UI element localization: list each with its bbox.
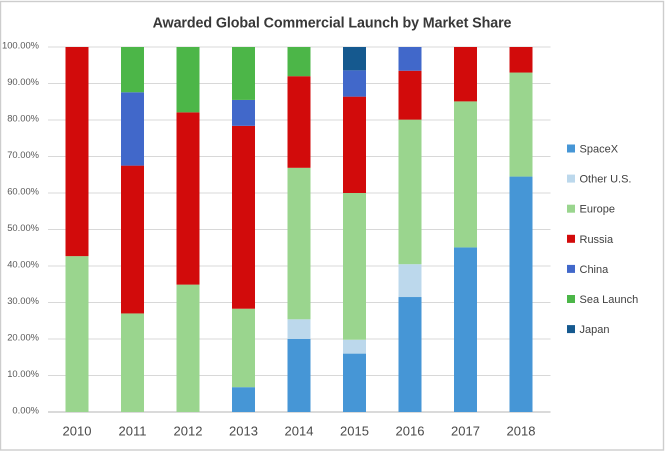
svg-text:2018: 2018 [507,424,536,439]
svg-text:2010: 2010 [63,424,92,439]
svg-text:0.00%: 0.00% [12,405,39,416]
svg-text:10.00%: 10.00% [7,368,39,379]
svg-text:90.00%: 90.00% [7,76,39,87]
svg-text:China: China [580,264,610,276]
svg-text:Other U.S.: Other U.S. [580,174,632,186]
svg-text:2014: 2014 [285,424,314,439]
svg-text:60.00%: 60.00% [7,186,39,197]
svg-text:50.00%: 50.00% [7,222,39,233]
svg-text:40.00%: 40.00% [7,259,39,270]
svg-text:Sea Launch: Sea Launch [580,294,639,306]
svg-text:Awarded Global Commercial Laun: Awarded Global Commercial Launch by Mark… [153,16,512,32]
svg-text:2012: 2012 [174,424,203,439]
svg-text:2011: 2011 [119,424,147,439]
svg-text:2017: 2017 [451,424,480,439]
svg-text:100.00%: 100.00% [2,40,39,51]
svg-text:2015: 2015 [340,424,369,439]
svg-text:70.00%: 70.00% [7,149,39,160]
svg-text:Japan: Japan [580,324,610,336]
svg-text:80.00%: 80.00% [7,113,39,124]
svg-text:Europe: Europe [580,204,615,216]
svg-text:SpaceX: SpaceX [580,144,619,156]
svg-text:2013: 2013 [229,424,258,439]
svg-text:20.00%: 20.00% [7,332,39,343]
svg-text:2016: 2016 [396,424,425,439]
svg-text:30.00%: 30.00% [7,295,39,306]
svg-text:Russia: Russia [580,234,615,246]
